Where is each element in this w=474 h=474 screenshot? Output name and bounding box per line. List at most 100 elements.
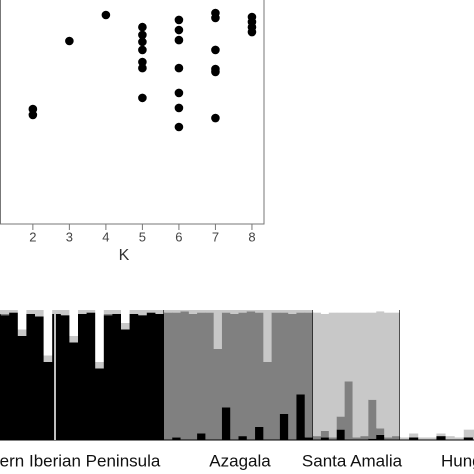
structure-segment [279,312,289,414]
structure-segment [112,313,122,440]
structure-segment [52,310,62,314]
point [174,88,184,98]
structure-segment [221,310,231,313]
point [174,122,184,132]
population-label: Azagala [209,451,271,470]
structure-segment [112,310,122,314]
point [101,10,111,20]
structure-segment [246,310,256,312]
structure-segment [352,437,361,440]
structure-segment [26,310,36,314]
structure-segment [172,310,181,313]
structure-segment [288,310,297,314]
structure-segment [336,310,346,313]
structure-segment [454,310,465,438]
structure-segment [427,310,437,438]
structure-segment [313,312,322,437]
structure-segment [392,310,401,313]
point [211,113,220,123]
structure-segment [213,310,223,349]
structure-segment [436,310,446,434]
structure-segment [86,312,96,440]
structure-segment [392,436,401,440]
structure-segment [0,313,1,440]
structure-segment [313,436,322,440]
structure-segment [368,438,377,440]
structure-segment [129,313,139,440]
structure-segment [368,310,377,313]
structure-segment [368,399,377,439]
structure-segment [78,313,87,440]
structure-segment [296,394,306,440]
structure-segment [409,433,419,438]
structure-segment [246,311,256,440]
structure-segment [121,329,130,440]
structure-segment [9,310,19,313]
structure-segment [313,310,322,313]
structure-segment [418,437,428,440]
structure-segment [60,310,70,316]
structure-segment [60,315,70,440]
x-tick-label: 2 [29,229,36,244]
point [174,35,184,45]
structure-segment [344,310,353,313]
structure-segment [255,312,264,427]
point [138,57,147,67]
x-tick-label: 4 [102,229,109,244]
structure-segment [205,312,215,440]
structure-segment [384,310,393,313]
structure-segment [320,437,330,440]
structure-segment [172,437,181,440]
point [138,93,147,103]
structure-segment [376,434,385,440]
x-tick-label: 3 [66,229,73,244]
structure-segment [197,312,206,434]
structure-segment [52,313,62,440]
structure-segment [472,310,474,430]
structure-segment [445,436,456,440]
structure-segment [230,313,239,440]
structure-segment [221,312,231,408]
structure-segment [320,313,330,431]
structure-segment [103,315,113,440]
structure-segment [418,310,428,438]
structure-segment [360,436,369,440]
structure-segment [271,312,281,440]
structure-segment [197,433,206,440]
structure-segment [320,310,330,314]
point [138,22,147,32]
structure-segment [95,368,105,440]
point [138,63,147,73]
structure-segment [400,310,410,438]
structure-segment [238,312,248,437]
point [138,30,147,40]
structure-segment [155,313,165,440]
structure-segment [121,310,130,323]
structure-segment [17,329,27,336]
structure-segment [17,336,27,440]
structure-segment [0,313,10,316]
structure-segment [238,436,248,440]
structure-segment [320,430,330,438]
plot-frame [0,0,265,225]
structure-segment [43,310,53,356]
structure-segment [376,310,385,312]
structure-segment [409,437,419,440]
structure-segment [164,312,173,440]
structure-segment [328,310,338,313]
structure-segment [304,312,314,438]
structure-segment [463,429,474,438]
structure-segment [263,310,273,362]
structure-segment [427,437,437,440]
point [174,103,184,113]
structure-segment [360,312,369,437]
structure-segment [164,310,173,313]
structure-segment [121,323,130,330]
structure-segment [213,349,223,440]
structure-segment [43,355,53,362]
structure-segment [129,310,139,314]
structure-segment [255,427,264,440]
structure-segment [35,316,44,440]
point [65,36,74,46]
